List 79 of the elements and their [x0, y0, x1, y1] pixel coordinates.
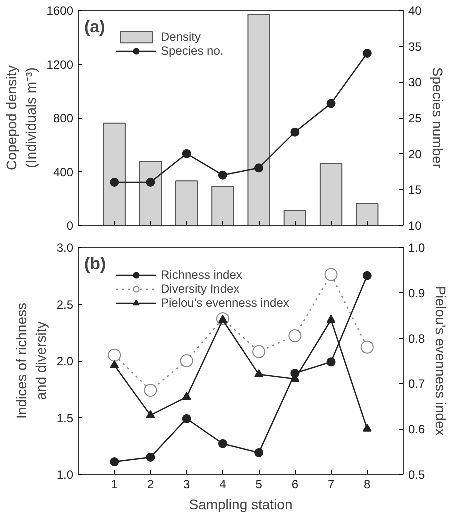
point [252, 345, 266, 358]
annotation: (a) [84, 18, 106, 36]
point [182, 414, 192, 424]
y2-tick-label: 25 [408, 112, 422, 126]
point [110, 458, 120, 467]
point [288, 330, 302, 343]
point [326, 99, 336, 108]
annotation: (b) [84, 254, 106, 274]
bar [139, 161, 162, 226]
y-axis-title: Indices of richness and diversity [14, 303, 49, 419]
x-tick-label: 6 [292, 478, 299, 492]
point [110, 360, 120, 368]
point [362, 424, 372, 432]
bar [356, 204, 379, 226]
point [362, 49, 372, 58]
x-tick-label: 2 [147, 478, 154, 492]
x-tick-label: 7 [328, 478, 335, 492]
y-tick-label: 1200 [46, 58, 74, 72]
point [182, 392, 192, 400]
y2-tick-label: 40 [408, 4, 422, 18]
point [326, 358, 336, 367]
point [146, 178, 156, 187]
point [254, 164, 264, 173]
bar [284, 210, 306, 226]
x-tick-label: 4 [220, 478, 227, 492]
point [254, 448, 264, 458]
point [182, 149, 192, 158]
y-tick-label: 1.0 [56, 468, 74, 482]
legend-label: Pielou's evenness index [161, 296, 290, 310]
point [180, 354, 194, 368]
x-tick-label: 5 [256, 478, 263, 492]
y-tick-label: 800 [53, 112, 74, 126]
legend-label: Species no. [161, 44, 224, 58]
bar [176, 180, 198, 226]
y-tick-label: 0 [66, 219, 74, 233]
x-tick-label: 1 [111, 478, 118, 492]
y-tick-label: 400 [53, 165, 74, 180]
bar [248, 14, 270, 226]
point [146, 452, 156, 462]
legend-label: Diversity Index [161, 282, 240, 296]
point [362, 271, 372, 280]
y2-tick-label: 1.0 [408, 241, 426, 255]
y2-tick-label: 0.5 [408, 468, 426, 482]
point [144, 384, 158, 397]
point [218, 170, 228, 180]
bar [320, 163, 343, 226]
point [254, 370, 264, 378]
y-tick-label: 2.5 [56, 298, 74, 312]
y2-axis-title: Pielou's evenness index [433, 286, 450, 436]
y2-tick-label: 15 [408, 183, 422, 198]
legend-label: Density [161, 30, 202, 44]
point [110, 178, 120, 187]
y-tick-label: 3.0 [56, 241, 74, 255]
point [360, 340, 374, 354]
y-tick-label: 1600 [46, 4, 74, 18]
y2-tick-label: 20 [408, 147, 422, 162]
y2-tick-label: 35 [408, 40, 422, 54]
y2-axis-title: Species number [430, 67, 446, 169]
y-axis-title: Copepod density (Individuals m⁻³) [4, 65, 39, 171]
y2-tick-label: 10 [408, 219, 422, 233]
x-tick-label: 3 [183, 478, 190, 492]
y-tick-label: 1.5 [56, 411, 74, 426]
y2-tick-label: 0.6 [408, 422, 426, 437]
y2-tick-label: 0.9 [408, 286, 426, 300]
y2-tick-label: 0.8 [408, 332, 426, 346]
y2-tick-label: 30 [408, 76, 422, 90]
y-tick-label: 2.0 [56, 354, 74, 368]
bar [103, 122, 126, 226]
x-tick-label: 8 [364, 478, 372, 492]
y2-tick-label: 0.7 [408, 377, 426, 392]
point [290, 128, 300, 137]
legend-label: Richness index [161, 268, 242, 282]
point [326, 315, 336, 323]
point [108, 348, 122, 362]
x-axis-title: Sampling station [189, 496, 293, 512]
bar [212, 186, 234, 226]
point [324, 268, 338, 282]
point [146, 410, 156, 418]
point [218, 439, 228, 448]
